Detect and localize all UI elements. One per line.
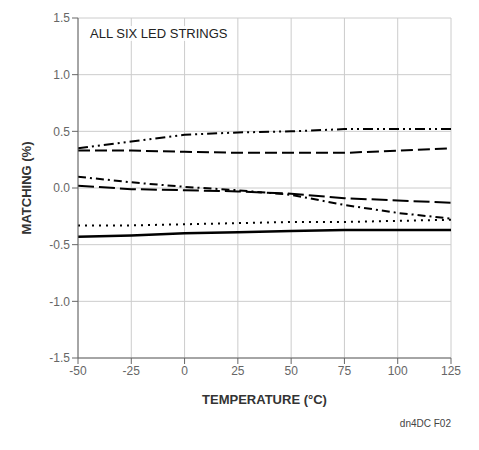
svg-text:75: 75 xyxy=(338,364,352,378)
svg-text:0: 0 xyxy=(181,364,188,378)
svg-text:125: 125 xyxy=(441,364,461,378)
svg-text:-0.5: -0.5 xyxy=(49,238,70,252)
svg-text:100: 100 xyxy=(388,364,408,378)
svg-text:-1.5: -1.5 xyxy=(49,351,70,365)
svg-text:50: 50 xyxy=(284,364,298,378)
html-text:ALL SIX LED STRINGS: ALL SIX LED STRINGS xyxy=(90,26,228,41)
svg-text:-25: -25 xyxy=(123,364,141,378)
svg-text:1.0: 1.0 xyxy=(53,68,70,82)
svg-text:-1.0: -1.0 xyxy=(49,295,70,309)
svg-text:0.5: 0.5 xyxy=(53,125,70,139)
svg-text:0.0: 0.0 xyxy=(53,181,70,195)
svg-text:MATCHING (%): MATCHING (%) xyxy=(19,142,34,235)
svg-text:1.5: 1.5 xyxy=(53,11,70,25)
svg-text:25: 25 xyxy=(231,364,245,378)
html-text:dn4DC F02: dn4DC F02 xyxy=(399,418,451,429)
svg-text:-50: -50 xyxy=(69,364,87,378)
svg-text:TEMPERATURE (°C): TEMPERATURE (°C) xyxy=(202,392,327,407)
